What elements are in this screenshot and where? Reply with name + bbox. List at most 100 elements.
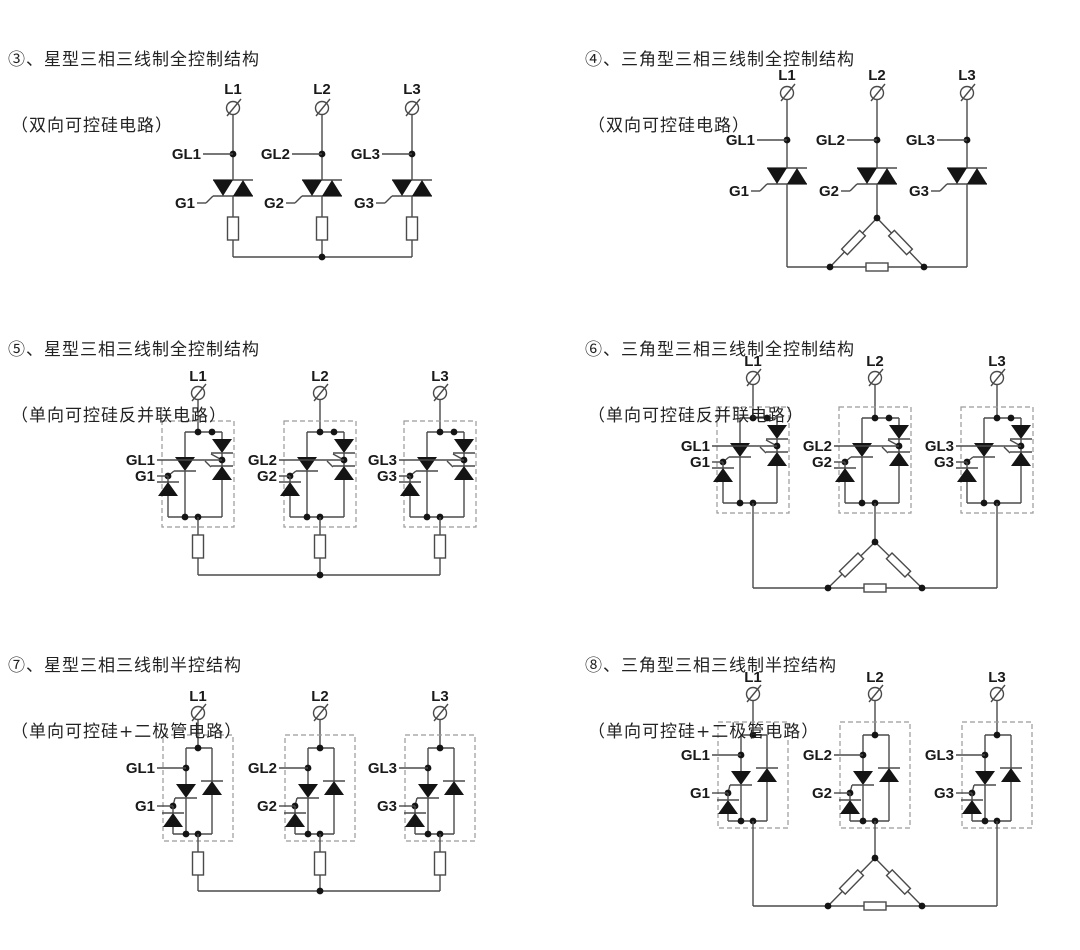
resistor-symbol (838, 868, 865, 896)
phase-label: L3 (431, 368, 449, 385)
phase-terminal-icon (779, 83, 796, 102)
gate-top-label: GL1 (126, 452, 155, 469)
gate-lead (446, 460, 454, 468)
diode-symbol (962, 800, 982, 814)
resistor-symbol (405, 216, 419, 241)
gate-label: G1 (135, 468, 155, 485)
panel8-title-line1: ⑧、三角型三相三线制半控结构 (585, 656, 837, 676)
panel4-title-line1: ④、三角型三相三线制全控制结构 (585, 50, 855, 70)
gate-label: G1 (135, 798, 155, 815)
junction-dot (208, 428, 216, 436)
scr-symbol (853, 771, 873, 785)
scr-symbol (974, 443, 994, 457)
resistor-symbol (838, 552, 865, 578)
resistor-symbol (226, 216, 240, 241)
phase-label: L2 (313, 81, 331, 98)
delta-corner-dot (826, 263, 834, 271)
junction-dot (450, 428, 458, 436)
scr-symbol (454, 466, 474, 480)
scr-symbol (454, 439, 474, 453)
resistor-symbol (191, 851, 205, 876)
junction-dot (316, 428, 324, 436)
phase-terminal-icon (312, 703, 329, 722)
module-outline (161, 420, 235, 528)
scr-symbol (176, 784, 196, 798)
scr-symbol (767, 452, 787, 466)
scr-module: GL2 G2 (803, 721, 911, 829)
scr-module: GL1 G1 (126, 734, 234, 842)
diode-symbol (158, 482, 178, 496)
gate-label: G1 (690, 785, 710, 802)
circuit-p7: L1 L2 L3 GL1 G1 GL2 G2 GL3 G3 (126, 688, 476, 895)
gate-label: G2 (257, 798, 277, 815)
gate-lead (759, 446, 767, 454)
junction-dot (858, 499, 866, 507)
module-outline (838, 406, 912, 514)
gate-top-label: GL2 (248, 452, 277, 469)
junction-dot (736, 499, 744, 507)
phase-label: L3 (431, 688, 449, 705)
phase-label: L3 (958, 67, 976, 84)
triac-symbol (392, 179, 432, 197)
diode-symbol (840, 800, 860, 814)
gate-lead (881, 446, 889, 454)
phase-label: L3 (988, 353, 1006, 370)
diode-symbol (835, 468, 855, 482)
phase-label: L3 (988, 669, 1006, 686)
junction-dot (303, 513, 311, 521)
scr-symbol (334, 466, 354, 480)
panel3-title-line1: ③、星型三相三线制全控制结构 (8, 50, 260, 70)
junction-dot (993, 414, 1001, 422)
scr-symbol (1011, 452, 1031, 466)
junction-dot (993, 731, 1001, 739)
junction-dot (194, 428, 202, 436)
delta-apex-dot (871, 854, 879, 862)
diode-symbol (202, 781, 222, 795)
scr-symbol (298, 784, 318, 798)
panel4-title-line2: （双向可控硅电路） (588, 116, 750, 136)
resistor-symbol (885, 868, 912, 896)
gate-top-label: GL1 (681, 438, 710, 455)
resistor-symbol (313, 534, 327, 559)
phase-terminal-icon (867, 368, 884, 387)
phase-terminal-icon (312, 383, 329, 402)
panel6-title-line2: （单向可控硅反并联电路） (588, 406, 804, 426)
gate-label: G3 (354, 195, 374, 212)
diode-symbol (405, 813, 425, 827)
junction-dot (436, 744, 444, 752)
phase-terminal-icon (190, 383, 207, 402)
gate-label: G3 (934, 454, 954, 471)
scr-symbol (334, 439, 354, 453)
gate-top-label: GL2 (803, 438, 832, 455)
panel7-title: ⑦、星型三相三线制半控结构 （单向可控硅+二极管电路） (8, 611, 242, 787)
panel8-title-line2: （单向可控硅+二极管电路） (588, 722, 820, 742)
delta-corner-dot (824, 584, 832, 592)
scr-module: GL2 G2 (248, 734, 356, 842)
panel3-title-line2: （双向可控硅电路） (11, 116, 173, 136)
gate-top-label: GL2 (816, 132, 845, 149)
gate-label: G2 (257, 468, 277, 485)
phase-label: L1 (778, 67, 796, 84)
resistor-symbol (315, 216, 329, 241)
triac-symbol (213, 179, 253, 197)
circuit-p3: L1 L2 L3 GL1 G1 GL2 G2 GL3 G3 (172, 81, 432, 261)
diode-symbol (713, 468, 733, 482)
junction-dot (871, 731, 879, 739)
delta-corner-dot (918, 902, 926, 910)
phase-label: L1 (744, 669, 762, 686)
junction-dot (182, 830, 190, 838)
junction-dot (871, 414, 879, 422)
diode-symbol (957, 468, 977, 482)
panel4-title: ④、三角型三相三线制全控制结构 （双向可控硅电路） (585, 5, 855, 181)
phase-label: L2 (866, 353, 884, 370)
diode-symbol (718, 800, 738, 814)
panel6-title: ⑥、三角型三相三线制全控制结构 （单向可控硅反并联电路） (585, 295, 855, 471)
diode-symbol (400, 482, 420, 496)
triac-symbol (857, 167, 897, 185)
diode-symbol (163, 813, 183, 827)
diode-symbol (444, 781, 464, 795)
gate-lead (326, 460, 334, 468)
junction-dot (304, 830, 312, 838)
